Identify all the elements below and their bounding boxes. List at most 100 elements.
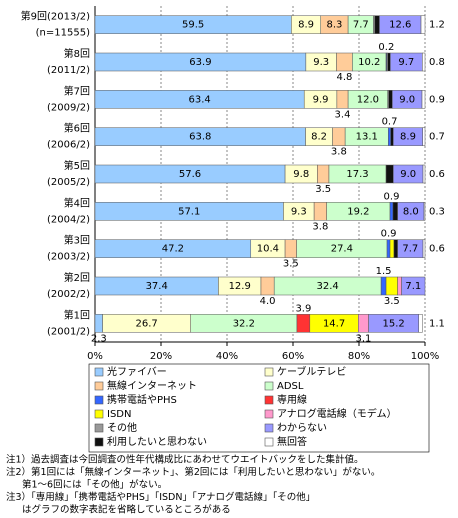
value-label: 0.9 [384, 191, 400, 202]
bar-segment [358, 314, 369, 333]
footnote: 注3）「専用線」「携帯電話やPHS」「ISDN」「アナログ電話線」「その他」 [6, 491, 315, 503]
value-label: 0.3 [429, 206, 445, 217]
bar-segment [389, 202, 394, 221]
legend-swatch [264, 367, 274, 377]
bar-segment [422, 52, 426, 72]
value-label: 1.2 [429, 20, 445, 31]
legend-swatch [94, 423, 104, 433]
value-label: 9.3 [313, 57, 329, 68]
x-tick-label: 0% [87, 351, 103, 362]
bar-segment [317, 164, 330, 184]
footnote: 第1～6回には「その他」がない。 [22, 479, 167, 491]
bar-segment [422, 239, 426, 258]
legend-swatch [94, 409, 104, 419]
bar-segment [385, 164, 394, 184]
value-label: 0.7 [429, 132, 445, 143]
footnote: 注2）第1回には「無線インターネット」、第2回には「利用したいと思わない」がない… [6, 466, 380, 478]
legend-swatch [264, 437, 274, 447]
bar-segment [420, 15, 426, 34]
y-tick-label: 第9回(2013/2) [21, 10, 90, 23]
value-label: 10.2 [358, 57, 380, 68]
value-label: 3.5 [315, 184, 331, 195]
value-label: 9.7 [398, 57, 414, 68]
value-label: 63.4 [188, 94, 210, 105]
bar-segment [385, 276, 398, 296]
legend-swatch [94, 395, 104, 405]
value-label: 7.7 [353, 20, 369, 31]
value-label: 9.9 [313, 94, 329, 105]
y-tick-label: (2001/2) [47, 326, 90, 337]
x-tick-label: 80% [348, 351, 370, 362]
value-label: 12.0 [357, 94, 379, 105]
value-label: 3.1 [356, 333, 372, 344]
y-tick-label: (2005/2) [47, 177, 90, 188]
legend-label: 光ファイバー [107, 365, 167, 378]
bar-segment [336, 90, 349, 109]
value-label: 4.0 [260, 296, 276, 307]
value-label: 32.4 [317, 281, 339, 292]
value-label: 0.6 [429, 169, 445, 180]
value-label: 9.0 [400, 169, 416, 180]
value-label: 14.7 [323, 318, 345, 329]
bar-segment [332, 127, 346, 146]
value-label: 3.8 [312, 221, 328, 232]
bar-segment [94, 314, 103, 333]
y-tick-label: (2011/2) [47, 65, 90, 76]
bar-segment [336, 52, 353, 72]
legend-label: アナログ電話線（モデム） [277, 407, 397, 420]
value-label: 0.9 [429, 94, 445, 105]
value-label: 0.9 [381, 229, 397, 240]
bar-segment [422, 164, 426, 184]
value-label: 1.1 [429, 318, 445, 329]
value-label: 0.7 [382, 117, 398, 128]
bar-segment [423, 202, 426, 221]
legend-label: その他 [107, 421, 137, 434]
y-tick-label: 第2回 [64, 271, 90, 284]
value-label: 32.2 [233, 318, 255, 329]
legend-swatch [94, 367, 104, 377]
y-tick-label: 第7回 [64, 84, 90, 97]
x-tick-label: 40% [216, 351, 238, 362]
footnote: 注1）過去調査は今回調査の性年代構成比にあわせてウエイトバックをした集計値。 [6, 454, 364, 466]
bar-segment [313, 202, 327, 221]
legend-swatch [264, 409, 274, 419]
bar-segment [421, 90, 426, 109]
y-tick-label: (2004/2) [47, 214, 90, 225]
bar-segment [397, 276, 402, 296]
value-label: 13.1 [356, 132, 378, 143]
value-label: 9.0 [399, 94, 415, 105]
value-label: 3.4 [335, 109, 351, 120]
legend-swatch [264, 381, 274, 391]
x-tick-label: 60% [282, 351, 304, 362]
value-label: 3.5 [283, 259, 299, 270]
bar-segment [374, 15, 380, 34]
value-label: 8.3 [326, 20, 342, 31]
bar-segment [389, 239, 395, 258]
bar-segment [401, 276, 426, 296]
value-label: 9.3 [291, 206, 307, 217]
value-label: 17.3 [346, 169, 368, 180]
value-label: 26.7 [136, 318, 158, 329]
bar-segment [380, 276, 387, 296]
y-tick-label: (n=11555) [36, 28, 90, 39]
value-label: 12.9 [229, 281, 251, 292]
value-label: 8.9 [400, 132, 416, 143]
legend-label: 無回答 [277, 435, 307, 448]
value-label: 0.6 [429, 244, 445, 255]
value-label: 2.3 [91, 333, 107, 344]
value-label: 15.2 [383, 318, 405, 329]
bar-segment [422, 127, 426, 146]
legend-label: 利用したいと思わない [107, 436, 207, 448]
legend-label: 無線インターネット [107, 379, 197, 392]
legend-swatch [264, 423, 274, 433]
legend-label: ISDN [107, 409, 131, 420]
bar-segment [260, 276, 275, 296]
bar-segment [418, 314, 423, 333]
bar-segment [388, 90, 393, 109]
value-label: 3.5 [384, 296, 400, 307]
value-label: 27.4 [331, 244, 353, 255]
value-label: 3.9 [295, 303, 311, 314]
value-label: 59.5 [182, 20, 204, 31]
legend-label: 専用線 [277, 393, 307, 406]
